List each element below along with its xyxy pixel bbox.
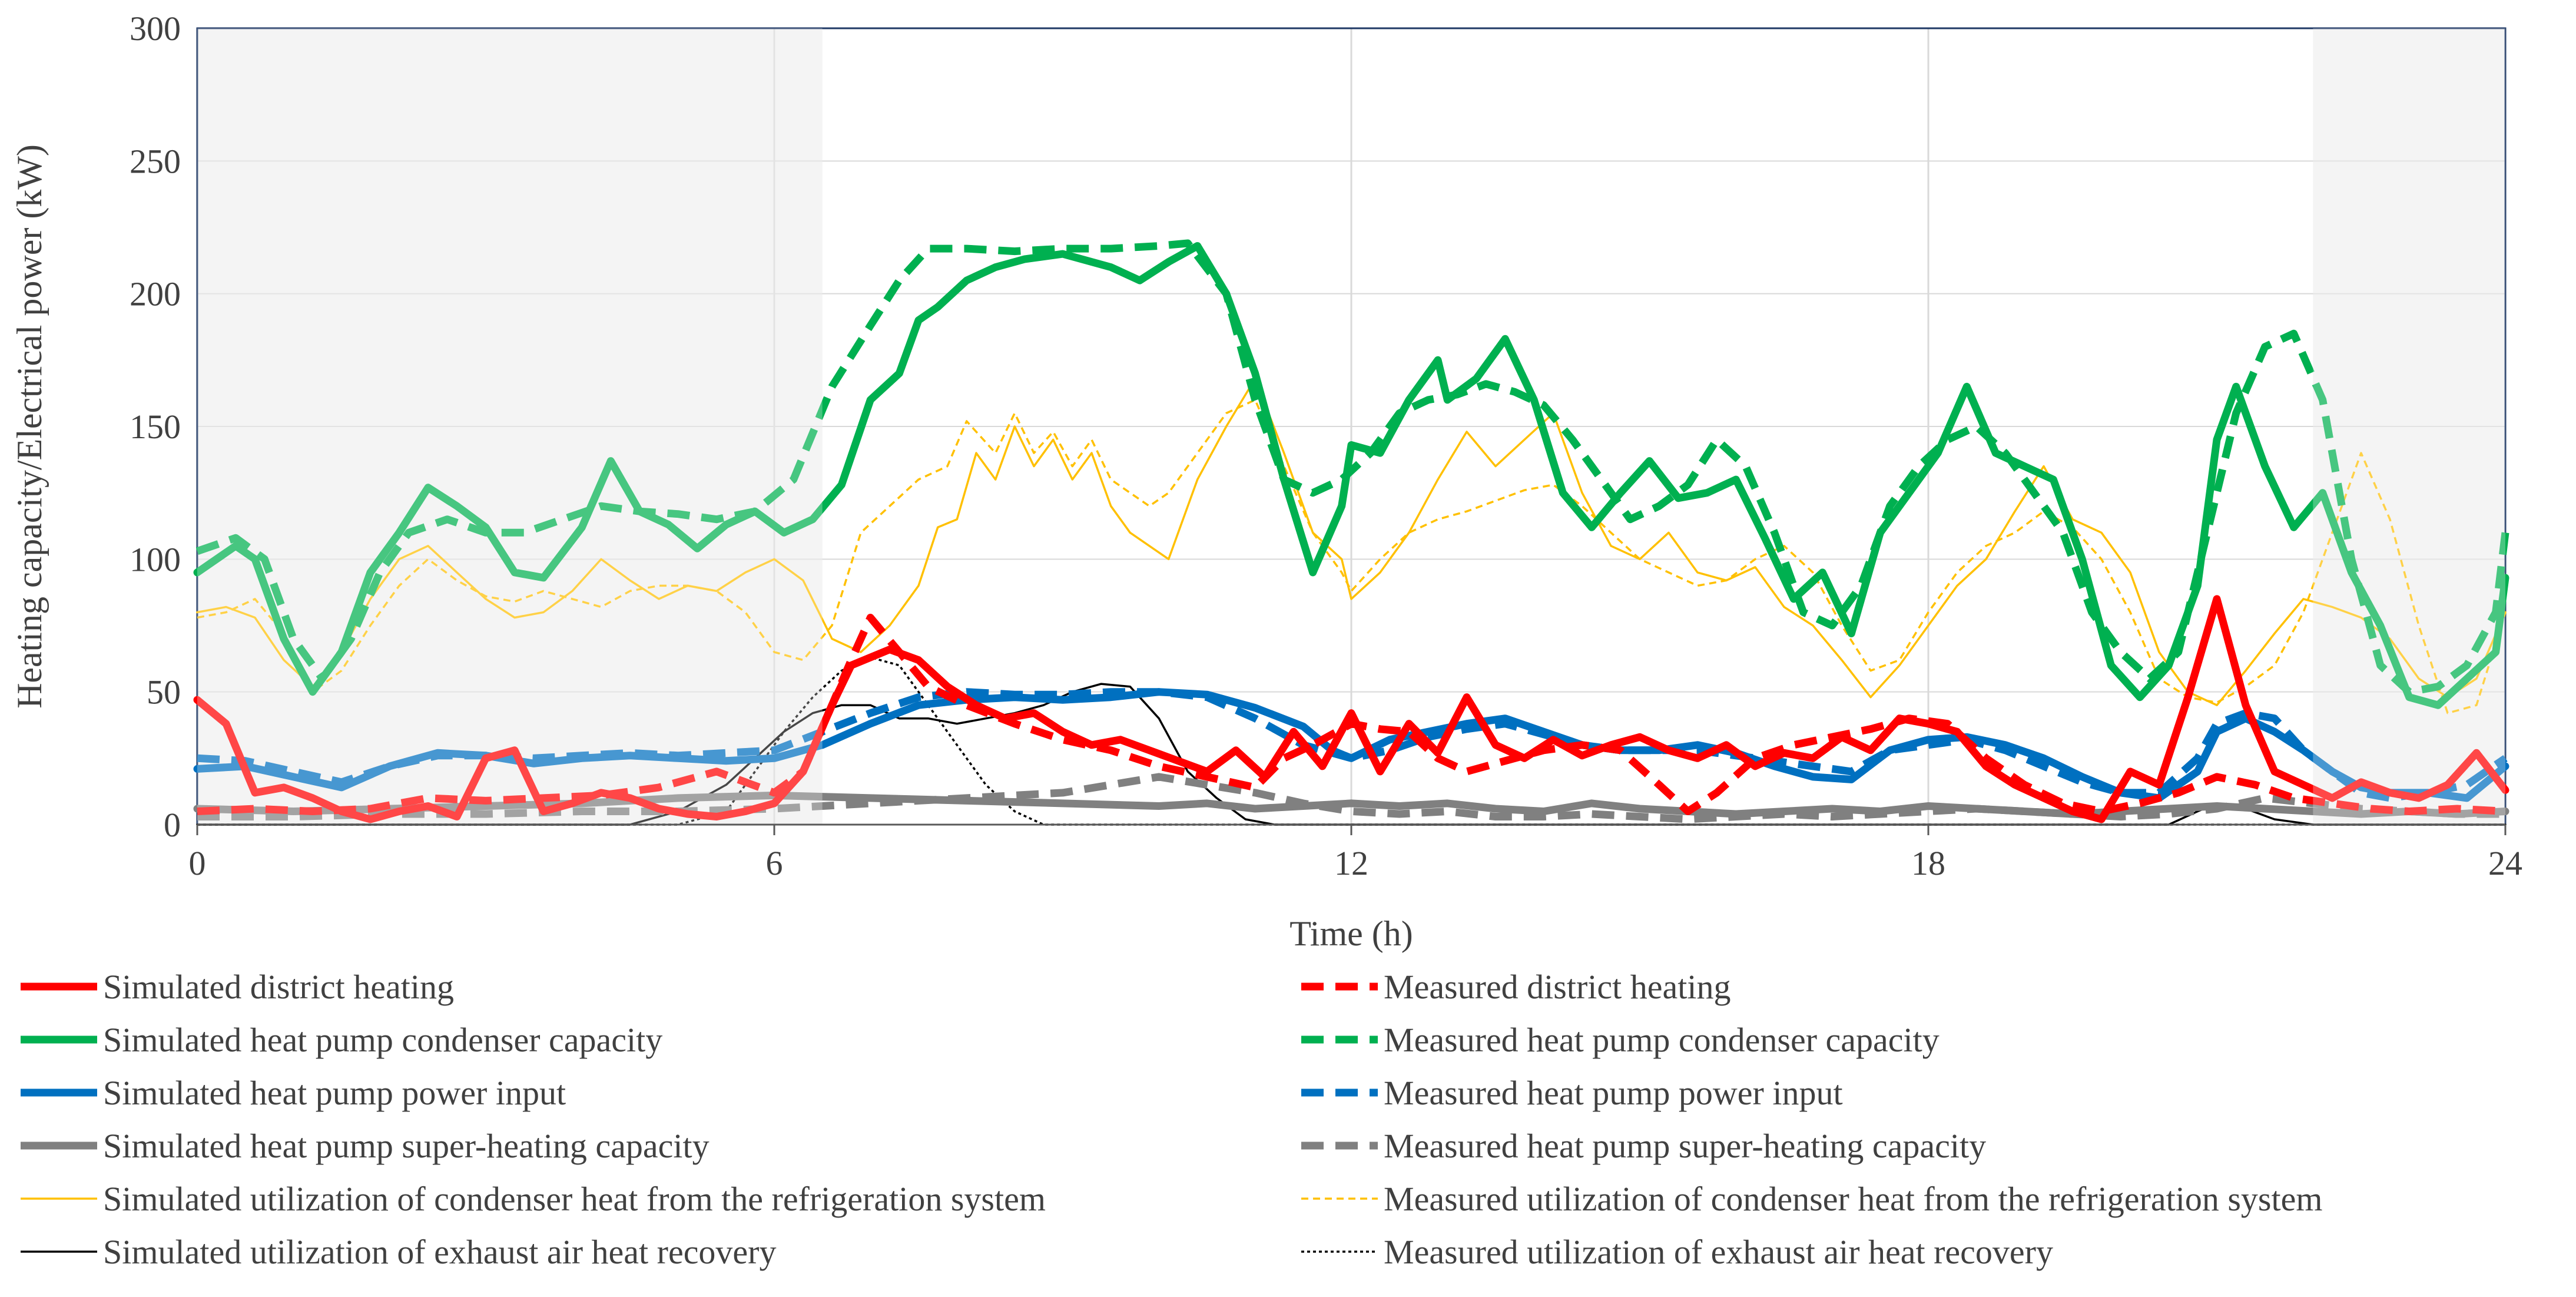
series-layer — [193, 28, 2509, 826]
y-tick-label: 100 — [130, 540, 181, 578]
axis-layer: 0 50 100 150 200 250 300 0 6 12 18 24 — [130, 9, 2522, 882]
y-tick-label: 150 — [130, 408, 181, 446]
legend-label-11: Measured utilization of exhaust air heat… — [1384, 1233, 2053, 1271]
series-line-6 — [193, 791, 2509, 818]
legend-label-1: Measured district heating — [1384, 968, 1731, 1006]
x-tick-label: 12 — [1334, 844, 1368, 882]
series-line-7 — [197, 773, 2505, 823]
legend-label-9: Measured utilization of condenser heat f… — [1384, 1180, 2322, 1218]
series-line-8 — [196, 378, 2507, 706]
legend-label-7: Measured heat pump super-heating capacit… — [1384, 1127, 1986, 1165]
x-axis-label: Time (h) — [1289, 914, 1413, 953]
y-tick-label: 300 — [130, 9, 181, 48]
series-line-3 — [195, 239, 2509, 696]
legend: Simulated district heating Measured distr… — [21, 968, 2322, 1271]
y-tick-label: 0 — [164, 806, 181, 844]
x-tick-label: 18 — [1911, 844, 1945, 882]
legend-label-0: Simulated district heating — [103, 968, 454, 1006]
x-tick-label: 0 — [189, 844, 206, 882]
legend-label-6: Simulated heat pump super-heating capaci… — [103, 1127, 710, 1165]
y-tick-label: 250 — [130, 142, 181, 180]
legend-label-10: Simulated utilization of exhaust air hea… — [103, 1233, 777, 1271]
series-line-2 — [193, 242, 2509, 709]
grid-layer — [197, 28, 2505, 825]
series-line-5 — [197, 688, 2508, 802]
y-tick-label: 50 — [147, 673, 181, 712]
x-tick-label: 6 — [766, 844, 783, 882]
x-tick-label: 24 — [2488, 844, 2522, 882]
y-tick-label: 200 — [130, 275, 181, 313]
legend-label-2: Simulated heat pump condenser capacity — [103, 1021, 662, 1059]
shaded-period-overlay-0 — [197, 28, 823, 825]
shaded-period-overlay-1 — [2313, 28, 2505, 825]
legend-label-4: Simulated heat pump power input — [103, 1074, 566, 1112]
legend-label-8: Simulated utilization of condenser heat … — [103, 1180, 1046, 1218]
legend-label-5: Measured heat pump power input — [1384, 1074, 1843, 1112]
legend-label-3: Measured heat pump condenser capacity — [1384, 1021, 1940, 1059]
y-axis-label: Heating capacity/Electrical power (kW) — [10, 144, 49, 709]
series-line-1 — [197, 614, 2506, 815]
series-line-9 — [197, 399, 2507, 714]
